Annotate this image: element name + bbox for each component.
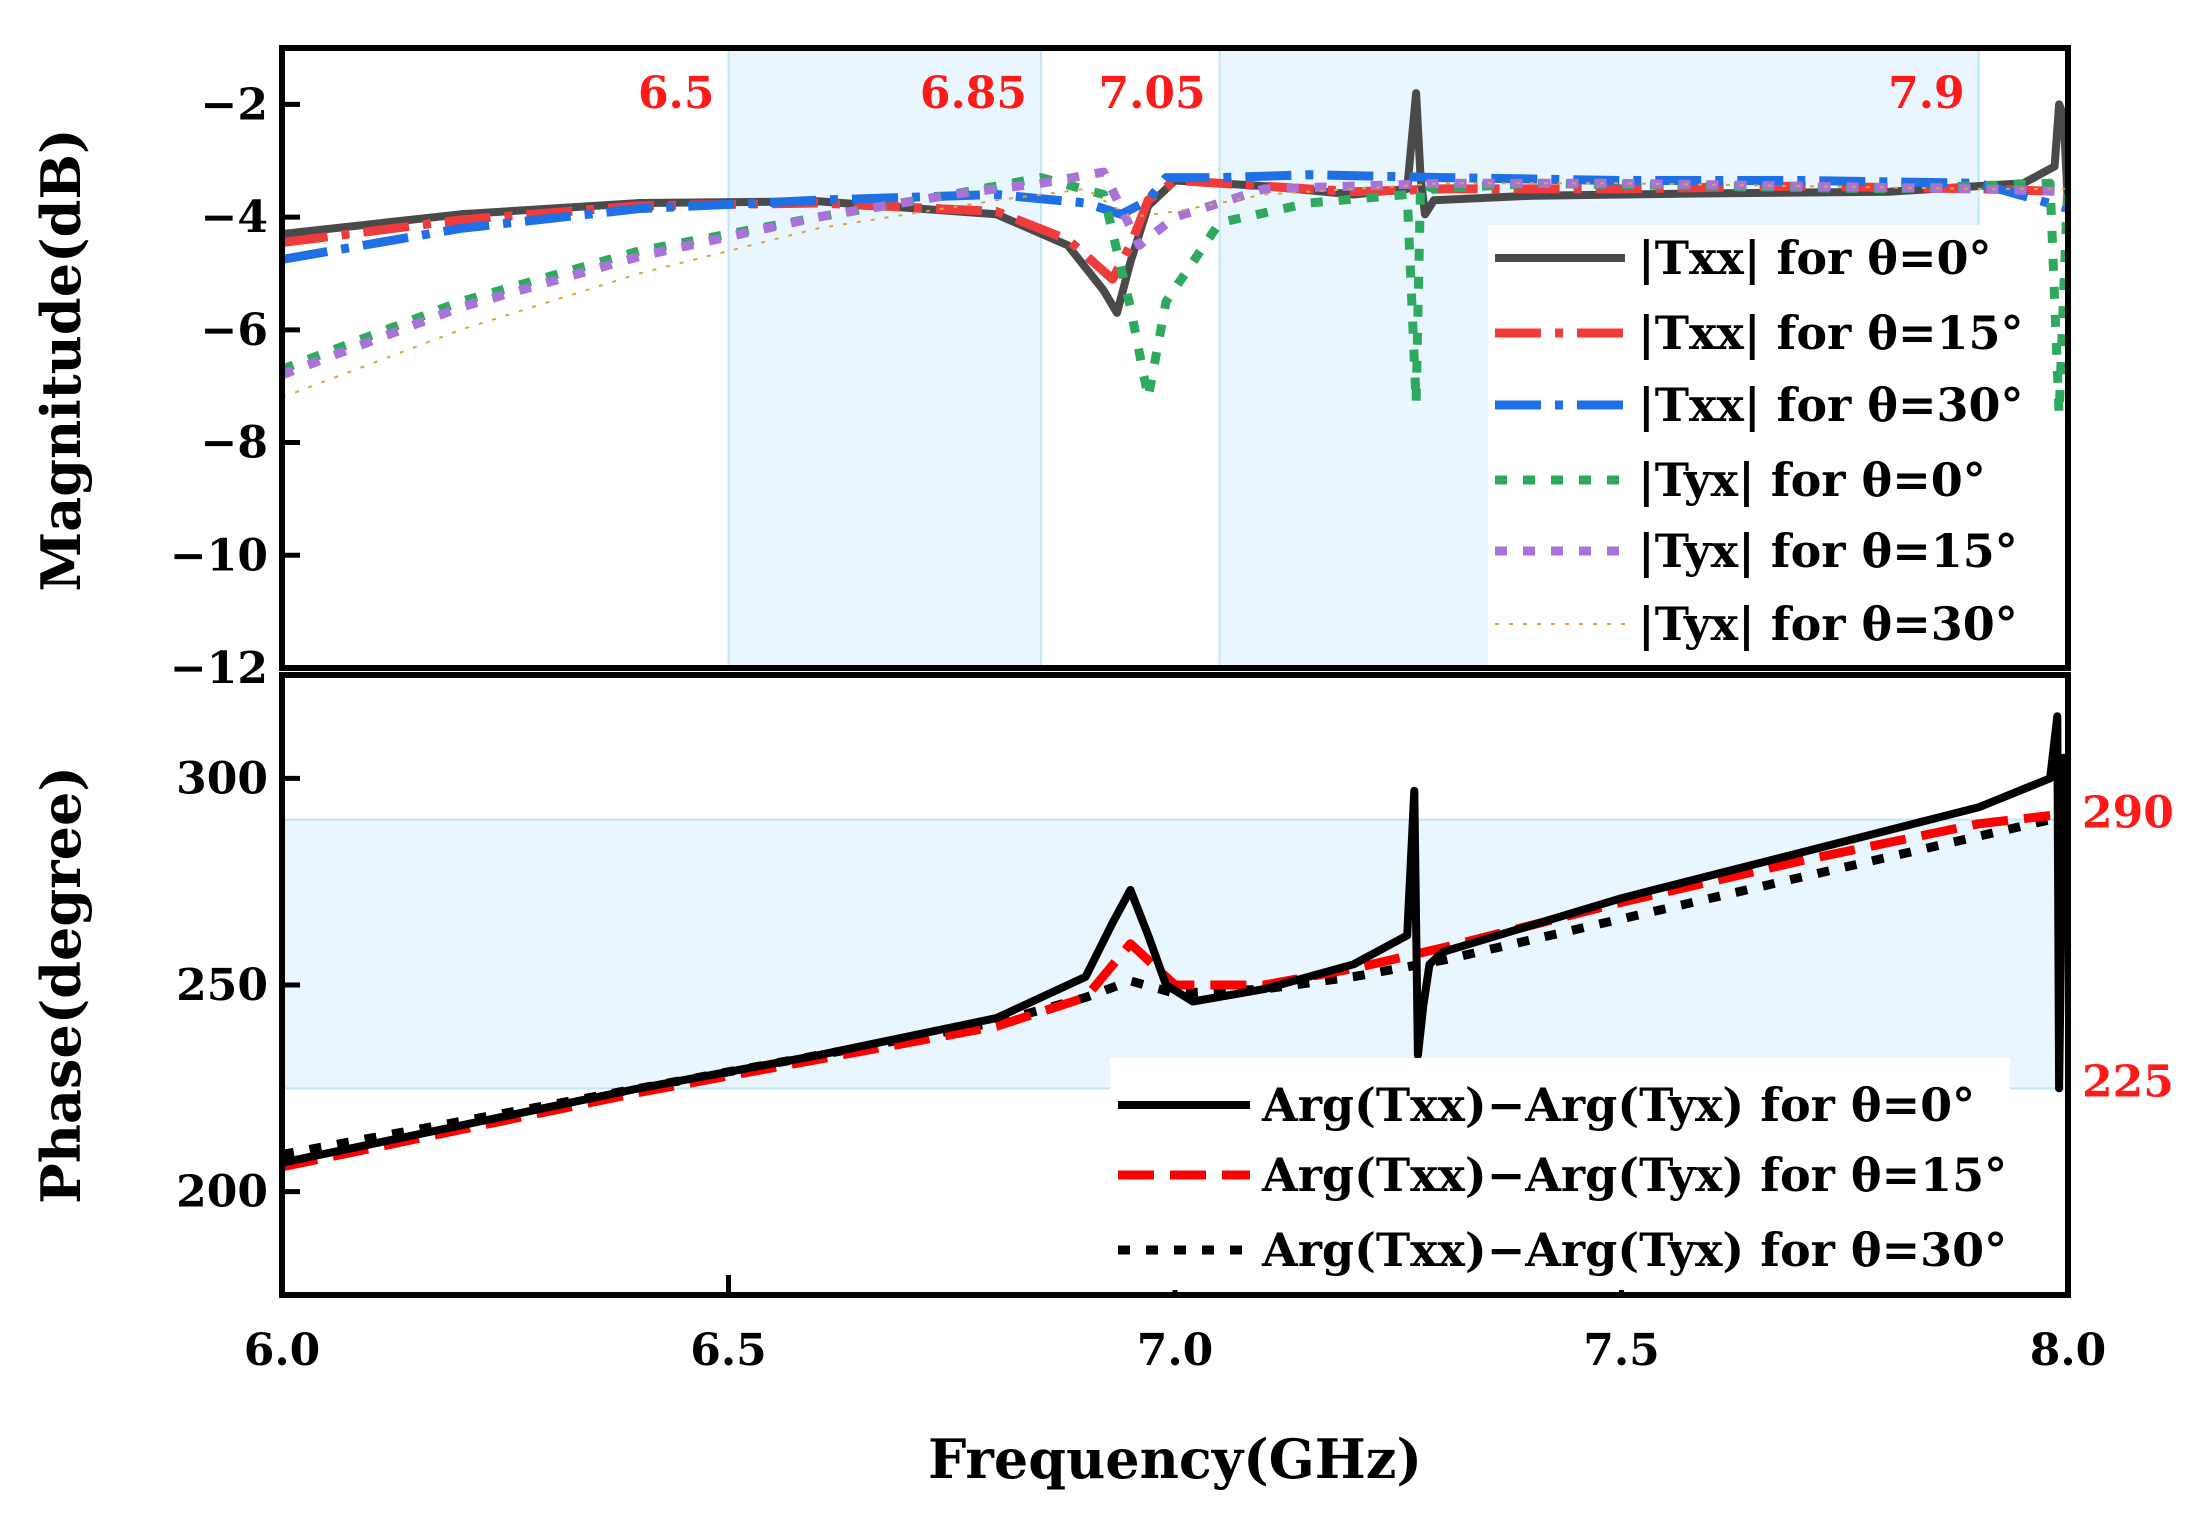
magnitude-series-4: [282, 167, 2068, 380]
magnitude-ytick-label: −10: [170, 530, 268, 581]
phase-xtick-label: 7.0: [1137, 1325, 1214, 1376]
magnitude-ytick-label: −4: [201, 192, 268, 243]
legend-entry-phase-15: Arg(Txx)−Arg(Tyx) for θ=15°: [1118, 1148, 2007, 1202]
phase-ytick-label: 250: [176, 960, 268, 1011]
phase-plot-frame: [279, 672, 2071, 1298]
frequency-xlabel: Frequency(GHz): [928, 1427, 1422, 1491]
phase-ylabel: Phase(degree): [29, 766, 93, 1204]
legend-label-phase-30: Arg(Txx)−Arg(Tyx) for θ=30°: [1261, 1223, 2007, 1277]
phase-series: [282, 712, 2068, 1172]
phase-ytick-label: 300: [176, 753, 268, 804]
magnitude-panel: −2 −4 −6 −8 −10 −12 6.5 6.85 7.05 7.9 Magnitude(…: [29, 45, 2071, 694]
phase-series-0: [282, 712, 2068, 1167]
magnitude-series-5: [282, 182, 2068, 399]
legend-label-phase-15: Arg(Txx)−Arg(Tyx) for θ=15°: [1261, 1148, 2007, 1202]
phase-xtick-label: 6.0: [244, 1325, 321, 1376]
legend-entry-txx-30: |Txx| for θ=30°: [1495, 378, 2024, 432]
magnitude-series-2: [282, 170, 2068, 264]
phase-ytick-label: 200: [176, 1167, 268, 1218]
magnitude-annotation-0: 6.5: [638, 68, 715, 119]
phase-xtick-label: 6.5: [690, 1325, 767, 1376]
phase-series-1: [282, 811, 2051, 1172]
magnitude-band-0: [728, 48, 1042, 668]
legend-label-tyx-0: |Tyx| for θ=0°: [1638, 453, 1986, 507]
magnitude-ytick-label: −12: [170, 643, 268, 694]
magnitude-series: [282, 89, 2068, 419]
magnitude-annotations: 6.5 6.85 7.05 7.9: [638, 68, 1965, 119]
magnitude-ylabel: Magnitude(dB): [29, 128, 93, 591]
phase-annotation-0: 290: [2082, 788, 2174, 839]
legend-entry-txx-15: |Txx| for θ=15°: [1495, 306, 2024, 360]
magnitude-annotation-3: 7.9: [1888, 68, 1965, 119]
phase-legend-box: [1110, 1058, 2010, 1290]
magnitude-y-ticks: −2 −4 −6 −8 −10 −12: [170, 79, 300, 694]
magnitude-ytick-label: −2: [201, 79, 268, 130]
magnitude-plot-frame: [279, 45, 2071, 671]
phase-legend: Arg(Txx)−Arg(Tyx) for θ=0° Arg(Txx)−Arg(…: [1110, 1058, 2010, 1290]
magnitude-ytick-label: −6: [201, 305, 268, 356]
phase-annotation-1: 225: [2082, 1056, 2174, 1107]
magnitude-ytick-label: −8: [201, 418, 268, 469]
legend-entry-phase-30: Arg(Txx)−Arg(Tyx) for θ=30°: [1118, 1223, 2007, 1277]
legend-entry-tyx-0: |Tyx| for θ=0°: [1495, 453, 1986, 507]
legend-label-phase-0: Arg(Txx)−Arg(Tyx) for θ=0°: [1261, 1078, 1975, 1132]
magnitude-annotation-2: 7.05: [1098, 68, 1205, 119]
magnitude-legend: |Txx| for θ=0° |Txx| for θ=15° |Txx| for…: [1488, 225, 2030, 665]
legend-entry-phase-0: Arg(Txx)−Arg(Tyx) for θ=0°: [1118, 1078, 1975, 1132]
legend-label-txx-15: |Txx| for θ=15°: [1638, 306, 2024, 360]
phase-xtick-label: 8.0: [2030, 1325, 2107, 1376]
phase-y-ticks: 200 250 300: [176, 753, 300, 1218]
phase-panel: 200 250 300 6.0 6.5 7.0 7.5 8.0 290 225 Phase(d…: [29, 672, 2174, 1491]
legend-label-txx-30: |Txx| for θ=30°: [1638, 378, 2024, 432]
legend-label-txx-0: |Txx| for θ=0°: [1638, 231, 1992, 285]
legend-entry-tyx-15: |Tyx| for θ=15°: [1495, 524, 2018, 578]
legend-entry-txx-0: |Txx| for θ=0°: [1495, 231, 1992, 285]
magnitude-annotation-1: 6.85: [920, 68, 1027, 119]
legend-label-tyx-30: |Tyx| for θ=30°: [1638, 597, 2018, 651]
phase-x-ticks: 6.0 6.5 7.0 7.5 8.0: [244, 1275, 2107, 1376]
legend-entry-tyx-30: |Tyx| for θ=30°: [1495, 597, 2018, 651]
phase-annotations: 290 225: [2082, 788, 2174, 1108]
phase-xtick-label: 7.5: [1583, 1325, 1660, 1376]
magnitude-legend-box: [1488, 225, 2030, 665]
legend-label-tyx-15: |Tyx| for θ=15°: [1638, 524, 2018, 578]
